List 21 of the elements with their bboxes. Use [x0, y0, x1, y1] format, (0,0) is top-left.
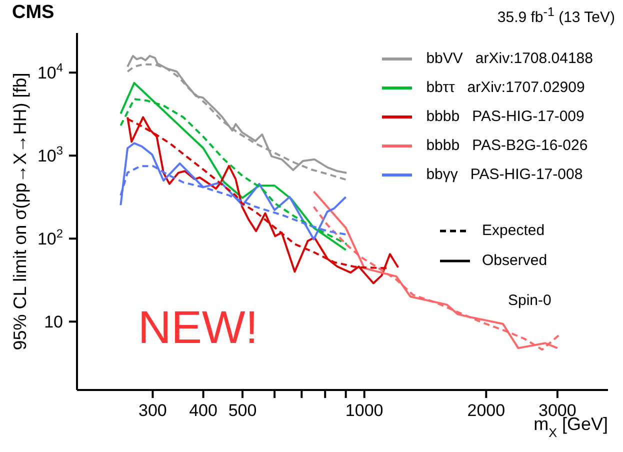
x-tick-label: 2000	[467, 401, 506, 420]
annotation: Spin-0	[508, 292, 552, 309]
legend-label: bbVV arXiv:1708.04188	[426, 50, 593, 67]
legend-label: bbbb PAS-HIG-17-009	[426, 108, 584, 125]
legend-label: bbγγ PAS-HIG-17-008	[426, 166, 583, 183]
annotation: Expected	[482, 222, 545, 239]
chart-title: CMS	[12, 2, 54, 24]
y-tick-label: 10$^{4}$	[37, 60, 64, 83]
legend-label: bbττ arXiv:1707.02909	[426, 79, 585, 96]
x-tick-label: 1000	[345, 401, 384, 420]
y-tick-label: 10$^{2}$	[37, 226, 64, 249]
y-tick-label: 10$^{3}$	[37, 144, 64, 166]
y-axis-title: 95% CL limit on σ(pp→X→HH) [fb]	[10, 72, 30, 350]
annotation: Observed	[482, 252, 548, 269]
chart-subtitle: 35.9 fb$^{-1}$ (13 TeV)	[497, 5, 615, 26]
x-tick-label: 300	[138, 401, 167, 420]
y-tick-label: 10	[44, 312, 63, 332]
x-tick-label: 500	[228, 401, 257, 420]
annotation: NEW!	[138, 300, 258, 354]
legend-label: bbbb PAS-B2G-16-026	[426, 137, 588, 154]
x-tick-label: 400	[189, 401, 218, 420]
